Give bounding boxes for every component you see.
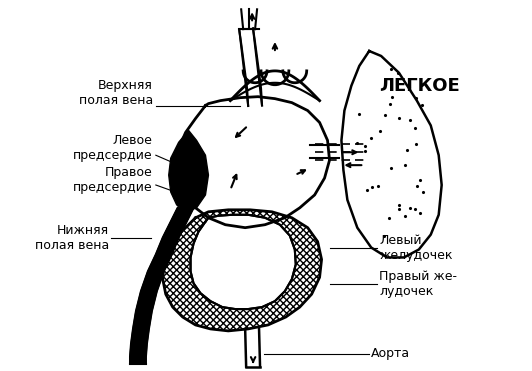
Text: Верхняя
полая вена: Верхняя полая вена [79,79,153,107]
Text: Правое
предсердие: Правое предсердие [73,166,153,194]
Text: Правый же-
лудочек: Правый же- лудочек [379,270,457,298]
Polygon shape [190,215,296,309]
Text: ЛЕГКОЕ: ЛЕГКОЕ [379,77,460,95]
Polygon shape [130,208,194,364]
Polygon shape [190,215,296,309]
Text: Нижняя
полая вена: Нижняя полая вена [35,224,109,252]
Polygon shape [342,51,442,257]
Polygon shape [176,97,329,228]
Polygon shape [163,210,321,331]
Text: Аорта: Аорта [371,347,410,360]
Polygon shape [169,131,209,212]
Text: Левый
желудочек: Левый желудочек [379,233,453,262]
Polygon shape [163,210,321,331]
Polygon shape [163,210,321,331]
Text: Левое
предсердие: Левое предсердие [73,134,153,162]
Polygon shape [239,28,262,106]
